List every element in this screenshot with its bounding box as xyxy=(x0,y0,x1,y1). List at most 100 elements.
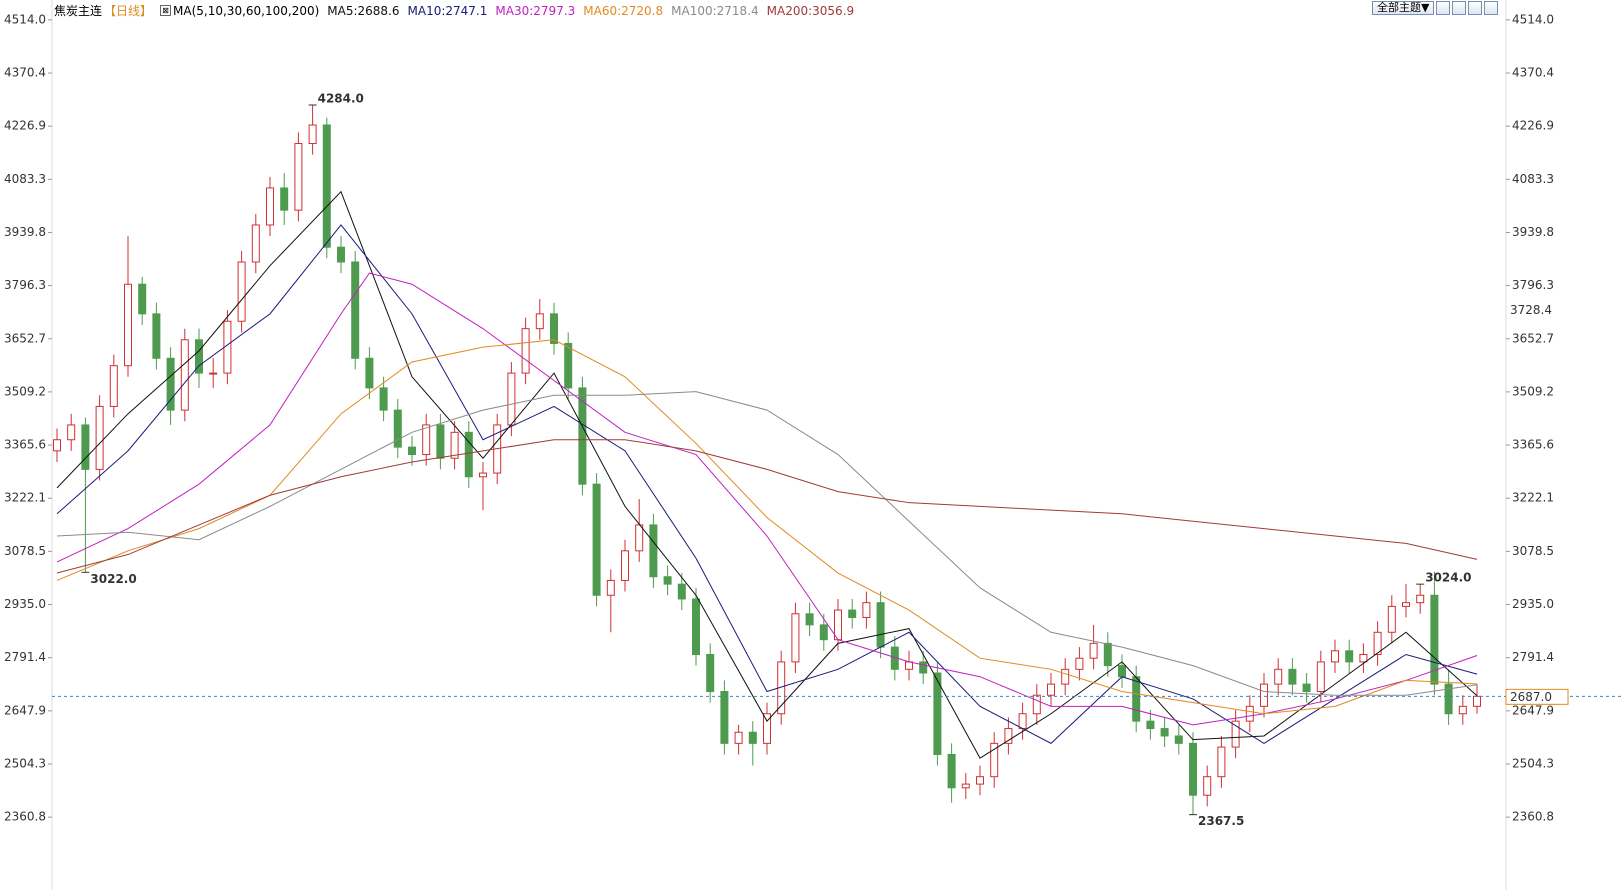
candle-body xyxy=(166,357,175,411)
y-tick-label: 3796.3 xyxy=(1512,278,1554,292)
candle-body xyxy=(294,143,303,211)
y-tick-label: 3939.8 xyxy=(4,225,46,239)
y-tick-label: 3222.1 xyxy=(1512,491,1554,505)
y-tick-label: 2504.3 xyxy=(4,756,46,770)
candle-body xyxy=(805,613,814,626)
period: 【日线】 xyxy=(104,4,153,18)
candle-body xyxy=(720,691,729,744)
candle-body xyxy=(1174,735,1183,744)
candle-body xyxy=(649,524,658,578)
candle-body xyxy=(706,653,715,693)
candle-body xyxy=(1331,650,1339,663)
y-tick-label: 2360.8 xyxy=(1512,810,1554,824)
candle-body xyxy=(365,357,374,389)
tool-button[interactable] xyxy=(1436,1,1451,15)
candle-body xyxy=(1061,668,1070,685)
candle-body xyxy=(1345,650,1354,663)
candle-body xyxy=(337,246,345,263)
candle-body xyxy=(464,431,473,478)
annotation-label: 3024.0 xyxy=(1425,571,1471,585)
candle-body xyxy=(138,283,147,315)
y-tick-label: 4083.3 xyxy=(4,172,46,186)
candle-body xyxy=(1231,720,1240,748)
y-tick-label: 3796.3 xyxy=(4,278,46,292)
candle-body xyxy=(1387,605,1396,633)
candle-body xyxy=(976,776,984,785)
y-tick-label: 4083.3 xyxy=(1512,172,1554,186)
candle-body xyxy=(1473,695,1481,707)
candle-body xyxy=(663,576,672,585)
candle-body xyxy=(436,424,445,459)
y-tick-label: 3652.7 xyxy=(4,331,46,345)
y-tick-label: 2935.0 xyxy=(4,597,46,611)
legend-entry: MA100:2718.4 xyxy=(671,3,759,18)
candle-body xyxy=(748,731,757,744)
tool-button[interactable] xyxy=(1452,1,1467,15)
y-tick-label: 2360.8 xyxy=(4,810,46,824)
y-tick-label: 3078.5 xyxy=(4,544,46,558)
last-price-box xyxy=(1505,688,1569,705)
candle-body xyxy=(266,187,274,226)
candle-body xyxy=(53,439,61,452)
annotation-label: 2367.5 xyxy=(1198,814,1244,828)
y-tick-label: 3078.5 xyxy=(1512,544,1554,558)
candle-body xyxy=(692,598,700,655)
ma-line xyxy=(56,339,1478,715)
candle-body xyxy=(1359,653,1368,663)
candle-body xyxy=(535,313,544,330)
indicator: MA(5,10,30,60,100,200) xyxy=(173,3,320,18)
annotation-label: 4284.0 xyxy=(318,92,364,106)
indicator-icon[interactable]: ⊠ xyxy=(160,5,172,16)
candle-body xyxy=(479,472,487,478)
candle-body xyxy=(734,731,743,744)
y-tick-label: 4226.9 xyxy=(4,119,46,133)
y-tick-label: 2504.3 xyxy=(1512,756,1554,770)
y-tick-label: 2791.4 xyxy=(4,650,46,664)
candle-body xyxy=(1189,742,1197,796)
candle-body xyxy=(990,742,999,778)
y-tick-label: 3365.6 xyxy=(4,438,46,452)
tool-button[interactable] xyxy=(1468,1,1483,15)
candle-body xyxy=(1288,668,1297,685)
candle-body xyxy=(521,328,530,374)
candle-body xyxy=(1302,683,1311,693)
candle-body xyxy=(1004,728,1013,744)
candle-body xyxy=(81,424,90,470)
candle-body xyxy=(280,187,289,211)
candle-body xyxy=(507,372,516,426)
candle-body xyxy=(408,446,416,456)
candle-body xyxy=(1018,713,1027,730)
candle-body xyxy=(564,342,573,389)
theme-button[interactable]: 全部主题▼ xyxy=(1372,1,1435,15)
y-tick-label: 3509.2 xyxy=(4,384,46,398)
candle-body xyxy=(1444,683,1453,715)
candle-body xyxy=(1032,694,1041,715)
candle-body xyxy=(1316,661,1325,693)
toolbar: 全部主题▼ xyxy=(1372,1,1499,15)
candle-body xyxy=(1089,642,1098,659)
legend-entry: MA60:2720.8 xyxy=(583,3,664,18)
candle-body xyxy=(848,609,857,618)
legend-entry: MA200:3056.9 xyxy=(766,3,855,18)
candle-body xyxy=(237,261,246,322)
y-tick-label: 4514.0 xyxy=(4,12,46,26)
y-tick-label: 4370.4 xyxy=(4,66,46,80)
candle-body xyxy=(791,613,800,663)
candle-body xyxy=(550,313,558,344)
y-tick-label: 4514.0 xyxy=(1512,12,1554,26)
tool-button[interactable] xyxy=(1484,1,1499,15)
candle-body xyxy=(592,483,601,596)
legend-entry: MA10:2747.1 xyxy=(407,3,488,18)
legend-entry: MA30:2797.3 xyxy=(495,3,576,18)
candle-body xyxy=(677,583,686,600)
ma-line xyxy=(56,391,1478,696)
candle-body xyxy=(1047,683,1055,696)
candle-body xyxy=(635,524,644,552)
candle-body xyxy=(862,602,871,618)
y-tick-label: 2647.9 xyxy=(1512,703,1554,717)
y-tick-label: 3365.6 xyxy=(1512,438,1554,452)
y-tick-label: 3652.7 xyxy=(1512,331,1554,345)
candle-body xyxy=(819,624,828,641)
